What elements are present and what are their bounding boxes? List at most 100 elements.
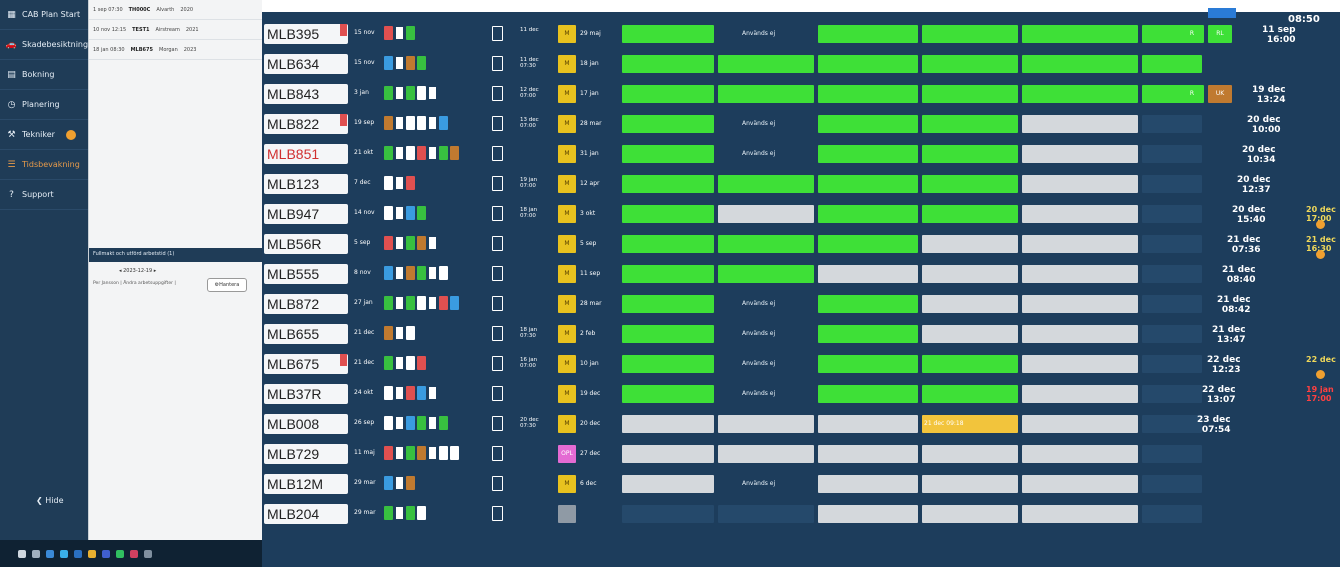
schedule-cell[interactable] [1142, 445, 1202, 463]
schedule-cell[interactable] [1022, 55, 1138, 73]
calendar-icon[interactable] [492, 356, 503, 371]
schedule-cell[interactable] [622, 205, 714, 223]
vehicle-plate[interactable]: MLB123 [264, 174, 348, 194]
service-icon[interactable] [384, 206, 393, 220]
service-icon[interactable] [417, 386, 426, 400]
schedule-cell[interactable] [818, 175, 918, 193]
app-icon[interactable] [46, 549, 54, 558]
nav-tekniker[interactable]: ⚒ Tekniker [0, 120, 88, 150]
service-icon[interactable] [384, 56, 393, 70]
schedule-cell[interactable] [922, 355, 1018, 373]
maintenance-badge[interactable] [558, 505, 576, 523]
schedule-cell[interactable] [818, 55, 918, 73]
vehicle-plate[interactable]: MLB655 [264, 324, 348, 344]
service-icon[interactable] [417, 446, 426, 460]
maintenance-badge[interactable]: M [558, 295, 576, 313]
maintenance-badge[interactable]: M [558, 415, 576, 433]
calendar-icon[interactable] [492, 206, 503, 221]
status-button[interactable]: R [1180, 25, 1204, 43]
service-icon[interactable] [384, 236, 393, 250]
schedule-cell[interactable] [922, 505, 1018, 523]
schedule-cell[interactable] [818, 505, 918, 523]
service-icon[interactable] [417, 56, 426, 70]
schedule-cell[interactable] [922, 265, 1018, 283]
schedule-cell[interactable] [622, 145, 714, 163]
maintenance-badge[interactable]: M [558, 85, 576, 103]
service-icon[interactable] [428, 446, 437, 460]
table-row[interactable]: MLB729 11 maj OPL 27 dec [262, 442, 1340, 466]
schedule-cell[interactable] [1022, 505, 1138, 523]
service-icon[interactable] [395, 206, 404, 220]
schedule-cell[interactable] [922, 475, 1018, 493]
service-icon[interactable] [406, 176, 415, 190]
vehicle-plate[interactable]: MLB675 [264, 354, 348, 374]
app-icon[interactable] [102, 549, 110, 558]
service-icon[interactable] [406, 206, 415, 220]
schedule-cell[interactable] [1022, 175, 1138, 193]
service-icon[interactable] [428, 116, 437, 130]
vehicle-plate[interactable]: MLB822 [264, 114, 348, 134]
schedule-cell[interactable] [818, 445, 918, 463]
schedule-cell[interactable] [1022, 325, 1138, 343]
service-icon[interactable] [450, 146, 459, 160]
schedule-cell[interactable] [1142, 55, 1202, 73]
maintenance-badge[interactable]: M [558, 265, 576, 283]
vehicle-plate[interactable]: MLB634 [264, 54, 348, 74]
service-icon[interactable] [406, 326, 415, 340]
service-icon[interactable] [395, 476, 404, 490]
service-icon[interactable] [417, 416, 426, 430]
service-icon[interactable] [439, 296, 448, 310]
vehicle-plate[interactable]: MLB729 [264, 444, 348, 464]
schedule-cell[interactable] [718, 235, 814, 253]
app-icon[interactable] [144, 549, 152, 558]
schedule-cell[interactable] [818, 295, 918, 313]
schedule-cell[interactable] [1022, 295, 1138, 313]
calendar-icon[interactable] [492, 386, 503, 401]
vehicle-plate[interactable]: MLB37R [264, 384, 348, 404]
service-icon[interactable] [406, 506, 415, 520]
maintenance-badge[interactable]: M [558, 175, 576, 193]
table-row[interactable]: MLB843 3 jan 12 dec 07:00 M 17 jan R UK 19 dec … [262, 82, 1340, 106]
service-icon[interactable] [395, 26, 404, 40]
maintenance-badge[interactable]: M [558, 235, 576, 253]
service-icon[interactable] [395, 236, 404, 250]
app-icon[interactable] [116, 549, 124, 558]
chevron-left-icon[interactable]: ◂ [119, 268, 124, 274]
schedule-cell[interactable] [622, 55, 714, 73]
schedule-cell[interactable] [1022, 115, 1138, 133]
vehicle-plate[interactable]: MLB851 [264, 144, 348, 164]
windows-icon[interactable] [18, 549, 26, 558]
schedule-cell[interactable] [1142, 145, 1202, 163]
service-icon[interactable] [406, 386, 415, 400]
maintenance-badge[interactable]: M [558, 385, 576, 403]
schedule-cell[interactable] [1142, 265, 1202, 283]
status-button[interactable]: RL [1208, 25, 1232, 43]
service-icon[interactable] [406, 26, 415, 40]
schedule-cell[interactable] [922, 295, 1018, 313]
service-icon[interactable] [439, 266, 448, 280]
schedule-cell[interactable] [1022, 235, 1138, 253]
schedule-cell[interactable] [1142, 505, 1202, 523]
table-row[interactable]: MLB37R 24 okt M 19 dec Används ej 22 dec 13:0… [262, 382, 1340, 406]
schedule-cell[interactable] [622, 85, 714, 103]
service-icon[interactable] [395, 446, 404, 460]
date-navigator[interactable]: ◂ 2023-12-19 ▸ [119, 268, 156, 274]
table-row[interactable]: MLB872 27 jan M 28 mar Används ej 21 dec 08:4… [262, 292, 1340, 316]
schedule-cell[interactable] [818, 385, 918, 403]
service-icon[interactable] [439, 416, 448, 430]
table-row[interactable]: MLB555 8 nov M 11 sep 21 dec 08:40 [262, 262, 1340, 286]
service-icon[interactable] [406, 416, 415, 430]
service-icon[interactable] [384, 416, 393, 430]
nav-planering[interactable]: ◷ Planering [0, 90, 88, 120]
schedule-cell[interactable] [922, 55, 1018, 73]
schedule-cell[interactable] [622, 475, 714, 493]
service-icon[interactable] [395, 296, 404, 310]
schedule-cell[interactable] [818, 355, 918, 373]
nav-tidsbevakning[interactable]: ☰ Tidsbevakning [0, 150, 88, 180]
service-icon[interactable] [417, 116, 426, 130]
status-button[interactable]: R [1180, 85, 1204, 103]
table-row[interactable]: MLB12M 29 mar M 6 dec Används ej [262, 472, 1340, 496]
service-icon[interactable] [395, 266, 404, 280]
maintenance-badge[interactable]: M [558, 475, 576, 493]
list-item[interactable]: 10 nov 12:15 TEST1 Airstream 2021 [89, 20, 262, 40]
